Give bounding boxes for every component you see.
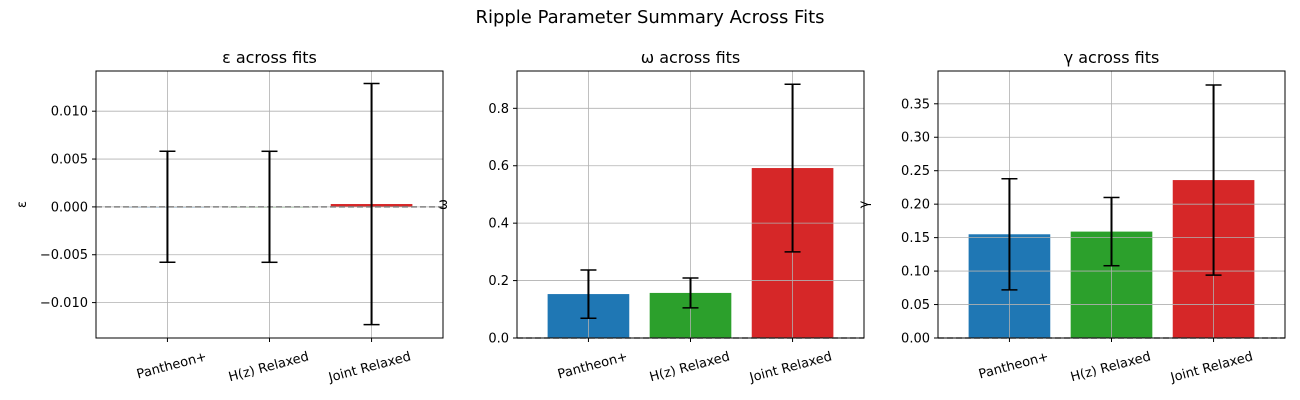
omega-ytick-label-0: 0.0: [488, 332, 509, 347]
omega-xtick-label-2: Joint Relaxed: [747, 349, 833, 386]
epsilon-title: ε across fits: [222, 48, 317, 67]
gamma-ytick-label-3: 0.15: [901, 231, 930, 246]
omega-xtick-label-1: H(z) Relaxed: [648, 349, 732, 385]
gamma-ytick-label-4: 0.20: [901, 198, 930, 213]
gamma-ytick-label-1: 0.05: [901, 298, 930, 313]
gamma-ytick-label-0: 0.00: [901, 332, 930, 347]
epsilon-errorbar-0: [159, 150, 176, 264]
gamma-title: γ across fits: [1064, 48, 1160, 67]
epsilon-ytick-label-0: −0.010: [40, 296, 88, 311]
epsilon-errorbar-2: [363, 82, 380, 326]
epsilon-ylabel: ε: [15, 201, 30, 208]
epsilon-errorbar-1: [261, 150, 278, 264]
panel-gamma: 0.00 0.05 0.10 0.15 0.20 0.25 0.30 0.35 Pantheon…: [857, 48, 1286, 386]
gamma-xtick-label-2: Joint Relaxed: [1168, 349, 1254, 386]
omega-ytick-label-1: 0.2: [488, 274, 509, 289]
gamma-ytick-label-6: 0.30: [901, 131, 930, 146]
epsilon-ytick-label-4: 0.010: [51, 105, 88, 120]
panel-omega: 0.0 0.2 0.4 0.6 0.8 Pantheon+ H(z) Relaxed Join…: [436, 48, 865, 386]
gamma-ytick-label-5: 0.25: [901, 164, 930, 179]
gamma-ylabel: γ: [857, 200, 872, 208]
gamma-xtick-label-1: H(z) Relaxed: [1069, 349, 1153, 385]
epsilon-ytick-label-1: −0.005: [40, 248, 88, 263]
omega-xtick-label-0: Pantheon+: [556, 349, 629, 382]
gamma-errorbar-2: [1205, 84, 1222, 276]
gamma-errorbar-0: [1001, 177, 1018, 291]
omega-ytick-label-2: 0.4: [488, 217, 509, 232]
epsilon-ytick-label-3: 0.005: [51, 153, 88, 168]
omega-ylabel: ω: [436, 199, 451, 210]
omega-ytick-label-4: 0.8: [488, 102, 509, 117]
omega-title: ω across fits: [641, 48, 741, 67]
epsilon-xtick-label-0: Pantheon+: [135, 349, 208, 382]
omega-errorbar-0: [580, 269, 597, 319]
gamma-ytick-label-2: 0.10: [901, 265, 930, 280]
epsilon-ytick-label-2: 0.000: [51, 200, 88, 215]
omega-errorbar-1: [682, 277, 699, 309]
omega-errorbar-2: [784, 83, 801, 253]
gamma-ytick-label-7: 0.35: [901, 97, 930, 112]
gamma-xtick-label-0: Pantheon+: [977, 349, 1050, 382]
gamma-errorbar-1: [1103, 196, 1120, 267]
epsilon-xtick-label-2: Joint Relaxed: [326, 349, 412, 386]
panel-epsilon: −0.010 −0.005 0.000 0.005 0.010 Pantheon+ H(z)…: [15, 48, 444, 386]
figure-suptitle: Ripple Parameter Summary Across Fits: [475, 7, 824, 28]
omega-ytick-label-3: 0.6: [488, 159, 509, 174]
epsilon-xtick-label-1: H(z) Relaxed: [227, 349, 311, 385]
